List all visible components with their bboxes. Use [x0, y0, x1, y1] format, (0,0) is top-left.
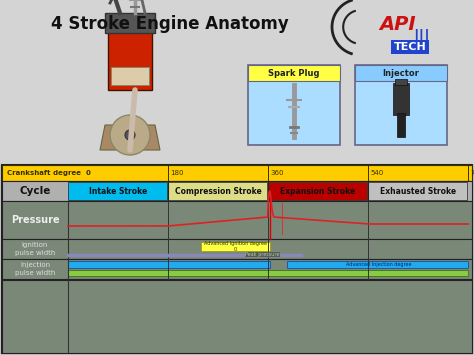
Text: 180: 180	[170, 170, 183, 176]
Text: |||: |||	[413, 29, 430, 45]
FancyBboxPatch shape	[105, 13, 155, 33]
FancyBboxPatch shape	[248, 65, 340, 81]
FancyBboxPatch shape	[68, 270, 468, 276]
Text: 720: 720	[470, 170, 474, 176]
Text: pulse width: pulse width	[15, 270, 55, 276]
Text: Injection: Injection	[20, 262, 50, 268]
FancyBboxPatch shape	[2, 280, 472, 353]
FancyBboxPatch shape	[68, 261, 270, 268]
Text: Crankshaft degree  0: Crankshaft degree 0	[7, 170, 91, 176]
FancyBboxPatch shape	[2, 165, 472, 353]
Polygon shape	[100, 125, 160, 150]
Text: Peak pressure: Peak pressure	[245, 252, 280, 257]
Text: Compression Stroke: Compression Stroke	[174, 186, 261, 196]
FancyBboxPatch shape	[111, 67, 149, 85]
FancyBboxPatch shape	[69, 182, 167, 200]
Text: 360: 360	[270, 170, 283, 176]
FancyBboxPatch shape	[395, 79, 407, 85]
FancyBboxPatch shape	[393, 83, 409, 115]
FancyBboxPatch shape	[201, 242, 270, 251]
Text: TECH: TECH	[393, 42, 427, 52]
Text: Advanced Ignition degree
0: Advanced Ignition degree 0	[204, 241, 267, 252]
Text: ignition: ignition	[22, 242, 48, 248]
Text: TECH: TECH	[393, 42, 427, 52]
Circle shape	[125, 130, 135, 140]
Text: Advanced Injection degree: Advanced Injection degree	[346, 262, 412, 267]
FancyBboxPatch shape	[355, 65, 447, 145]
Text: Exhausted Stroke: Exhausted Stroke	[380, 186, 456, 196]
FancyBboxPatch shape	[108, 25, 152, 90]
FancyBboxPatch shape	[2, 165, 472, 181]
FancyBboxPatch shape	[268, 182, 367, 200]
FancyBboxPatch shape	[355, 65, 447, 81]
Text: Intake Stroke: Intake Stroke	[89, 186, 147, 196]
FancyBboxPatch shape	[248, 65, 340, 145]
Text: pulse width: pulse width	[15, 250, 55, 256]
FancyBboxPatch shape	[397, 113, 405, 137]
FancyBboxPatch shape	[2, 239, 472, 259]
Text: 4 Stroke Engine Anatomy: 4 Stroke Engine Anatomy	[51, 15, 289, 33]
Text: Pressure: Pressure	[11, 215, 59, 225]
FancyBboxPatch shape	[2, 181, 472, 201]
FancyBboxPatch shape	[368, 182, 467, 200]
Circle shape	[110, 115, 150, 155]
FancyBboxPatch shape	[2, 259, 472, 279]
Text: API: API	[380, 16, 416, 34]
FancyBboxPatch shape	[287, 261, 468, 268]
FancyBboxPatch shape	[168, 182, 267, 200]
Text: Spark Plug: Spark Plug	[268, 69, 320, 77]
Text: 540: 540	[370, 170, 383, 176]
FancyBboxPatch shape	[0, 0, 474, 165]
Text: Injector: Injector	[383, 69, 419, 77]
Text: Expansion Stroke: Expansion Stroke	[281, 186, 356, 196]
Text: Cycle: Cycle	[19, 186, 51, 196]
FancyBboxPatch shape	[2, 201, 472, 239]
